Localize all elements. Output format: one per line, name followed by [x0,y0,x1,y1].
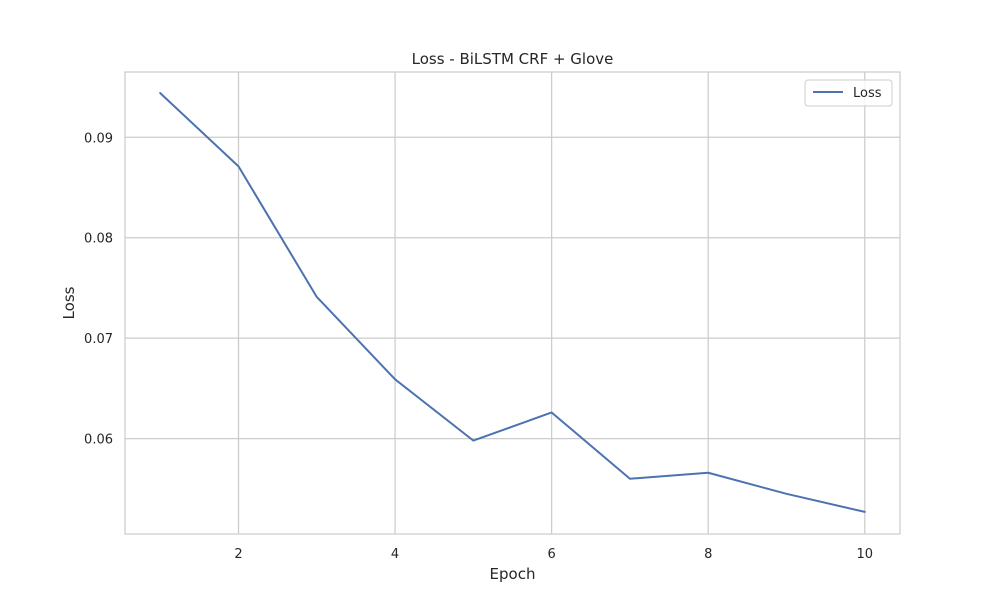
y-tick-label-3: 0.09 [84,131,113,146]
x-tick-label-6: 6 [548,547,556,562]
y-tick-label-1: 0.07 [84,332,113,347]
x-tick-label-8: 8 [704,547,712,562]
series-layer [159,92,866,513]
plot-area-frame [124,71,901,535]
y-axis-label: Loss [60,286,78,319]
legend: Loss [804,79,893,107]
y-tick-label-0: 0.06 [84,433,113,448]
legend-box [804,79,893,107]
chart-title: Loss - BiLSTM CRF + Glove [412,50,614,68]
x-axis-label: Epoch [490,565,536,583]
y-tick-label-2: 0.08 [84,232,113,247]
legend-label-loss: Loss [853,86,882,101]
x-tick-label-4: 4 [391,547,399,562]
x-tick-label-2: 2 [234,547,242,562]
series-line-0 [159,92,866,513]
grid [125,72,900,534]
tick-labels: 2 4 6 8 10 0.06 0.07 0.08 0.09 [84,131,873,562]
x-tick-label-10: 10 [856,547,873,562]
